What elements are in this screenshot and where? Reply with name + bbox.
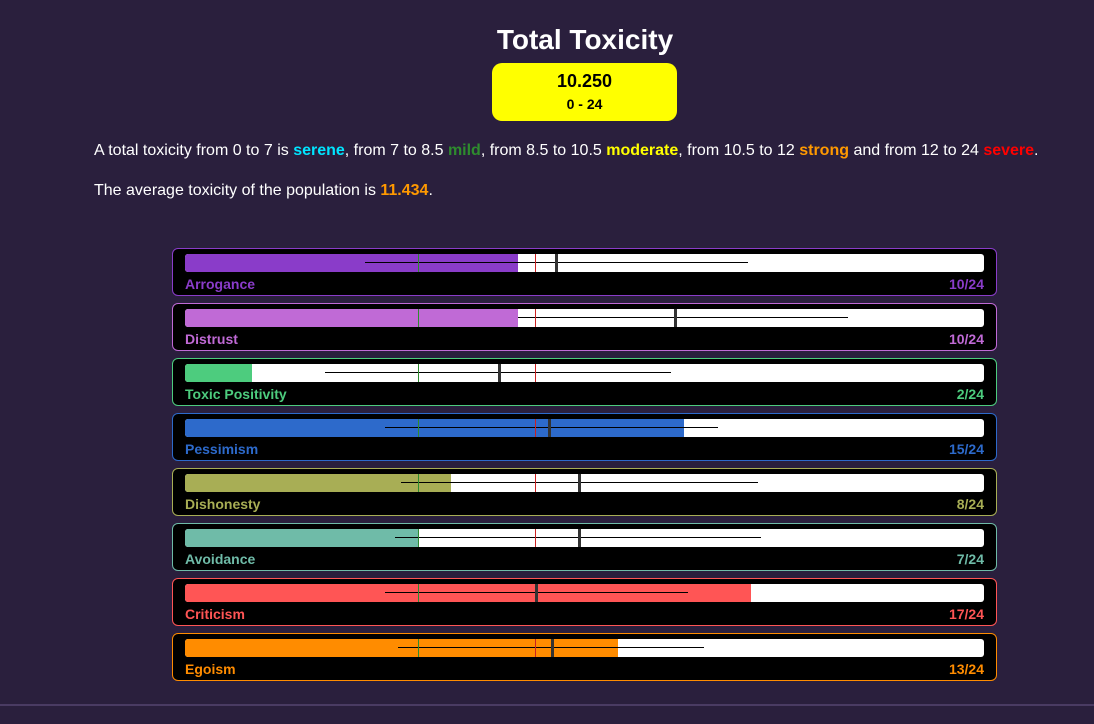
- bar-track: [185, 309, 984, 327]
- bar-track: [185, 529, 984, 547]
- toxicity-legend: A total toxicity from 0 to 7 is serene, …: [94, 142, 1084, 160]
- threshold-red-marker: [535, 419, 536, 437]
- threshold-green-marker: [418, 474, 419, 492]
- average-prefix: The average toxicity of the population i…: [94, 182, 381, 199]
- legend-text-part: and from 12 to 24: [849, 142, 984, 159]
- bar-avoidance: Avoidance 7/24: [172, 523, 997, 571]
- bar-label: Arrogance: [185, 276, 256, 292]
- bar-score: 17/24: [948, 606, 984, 622]
- bar-fill: [185, 419, 684, 437]
- bar-fill: [185, 639, 618, 657]
- bar-fill: [185, 584, 751, 602]
- legend-severe: severe: [983, 142, 1035, 159]
- threshold-green-marker: [418, 364, 419, 382]
- total-score-range: 0 - 24: [566, 96, 603, 112]
- threshold-red-marker: [535, 309, 536, 327]
- divider: [0, 704, 1094, 706]
- bar-score: 2/24: [956, 386, 984, 402]
- threshold-green-marker: [418, 639, 419, 657]
- population-mean-marker: [548, 419, 551, 437]
- bar-track: [185, 584, 984, 602]
- bar-pessimism: Pessimism 15/24: [172, 413, 997, 461]
- average-value: 11.434: [380, 182, 429, 199]
- bar-score: 10/24: [948, 331, 984, 347]
- page-title: Total Toxicity: [496, 24, 674, 55]
- bar-label: Egoism: [185, 661, 236, 677]
- population-range-line: [385, 427, 718, 428]
- bar-label: Distrust: [185, 331, 238, 347]
- bar-track: [185, 364, 984, 382]
- bar-arrogance: Arrogance 10/24: [172, 248, 997, 296]
- threshold-red-marker: [535, 529, 536, 547]
- threshold-red-marker: [535, 474, 536, 492]
- bar-label: Toxic Positivity: [185, 386, 287, 402]
- bar-fill: [185, 474, 451, 492]
- bar-label: Criticism: [185, 606, 245, 622]
- bar-track: [185, 639, 984, 657]
- bar-fill: [185, 254, 518, 272]
- bar-score: 7/24: [956, 551, 984, 567]
- population-mean-marker: [578, 474, 581, 492]
- legend-text-part: , from 8.5 to 10.5: [480, 142, 607, 159]
- population-mean-marker: [674, 309, 677, 327]
- threshold-red-marker: [535, 364, 536, 382]
- bar-score: 10/24: [948, 276, 984, 292]
- legend-text-part: A total toxicity from 0 to 7 is: [94, 142, 294, 159]
- bar-toxic-positivity: Toxic Positivity 2/24: [172, 358, 997, 406]
- bar-egoism: Egoism 13/24: [172, 633, 997, 681]
- bar-fill: [185, 309, 518, 327]
- population-mean-marker: [551, 639, 554, 657]
- legend-text-part: , from 7 to 8.5: [344, 142, 448, 159]
- bar-label: Dishonesty: [185, 496, 261, 512]
- legend-text-part: .: [1034, 142, 1039, 159]
- threshold-green-marker: [418, 529, 419, 547]
- bar-distrust: Distrust 10/24: [172, 303, 997, 351]
- legend-text-part: , from 10.5 to 12: [678, 142, 800, 159]
- threshold-red-marker: [535, 639, 536, 657]
- total-score-value: 10.250: [556, 71, 613, 91]
- population-range-line: [518, 317, 848, 318]
- threshold-green-marker: [418, 419, 419, 437]
- bar-label: Avoidance: [185, 551, 256, 567]
- population-mean-marker: [498, 364, 501, 382]
- bar-fill: [185, 364, 252, 382]
- threshold-green-marker: [418, 584, 419, 602]
- toxicity-bars: Arrogance 10/24 Distrust 10/24 Toxic Positiv…: [172, 248, 997, 688]
- population-mean-marker: [535, 584, 538, 602]
- average-suffix: .: [428, 182, 433, 199]
- bar-criticism: Criticism 17/24: [172, 578, 997, 626]
- bar-track: [185, 419, 984, 437]
- threshold-green-marker: [418, 309, 419, 327]
- bar-score: 8/24: [956, 496, 984, 512]
- legend-mild: mild: [447, 142, 481, 159]
- legend-serene: serene: [293, 142, 345, 159]
- threshold-green-marker: [418, 254, 419, 272]
- bar-dishonesty: Dishonesty 8/24: [172, 468, 997, 516]
- bar-score: 13/24: [948, 661, 984, 677]
- legend-moderate: moderate: [606, 142, 679, 159]
- bar-fill: [185, 529, 418, 547]
- bar-track: [185, 474, 984, 492]
- total-score-box: 10.250 0 - 24: [492, 63, 677, 121]
- population-mean-marker: [578, 529, 581, 547]
- average-toxicity-text: The average toxicity of the population i…: [94, 182, 433, 200]
- bar-label: Pessimism: [185, 441, 259, 457]
- legend-strong: strong: [799, 142, 849, 159]
- bar-score: 15/24: [948, 441, 984, 457]
- bar-track: [185, 254, 984, 272]
- population-mean-marker: [555, 254, 558, 272]
- threshold-red-marker: [535, 254, 536, 272]
